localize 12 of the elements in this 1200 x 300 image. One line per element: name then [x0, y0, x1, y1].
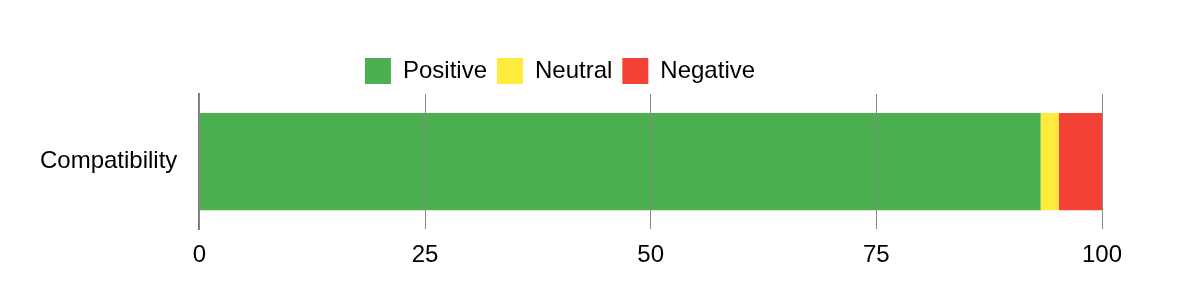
bar	[1058, 112, 1102, 211]
y-tick-label: Compatibility	[39, 146, 178, 174]
bar	[199, 112, 1041, 211]
x-tick-label: 25	[411, 240, 439, 268]
x-tick-label: 100	[1081, 240, 1123, 268]
bar	[1040, 112, 1059, 211]
x-tick-label: 0	[192, 240, 207, 268]
legend-label: Positive	[402, 55, 487, 83]
legend-label: Neutral	[534, 55, 613, 83]
x-tick-label: 75	[862, 240, 890, 268]
x-tick-label: 50	[637, 240, 665, 268]
legend-label: Negative	[660, 55, 756, 83]
